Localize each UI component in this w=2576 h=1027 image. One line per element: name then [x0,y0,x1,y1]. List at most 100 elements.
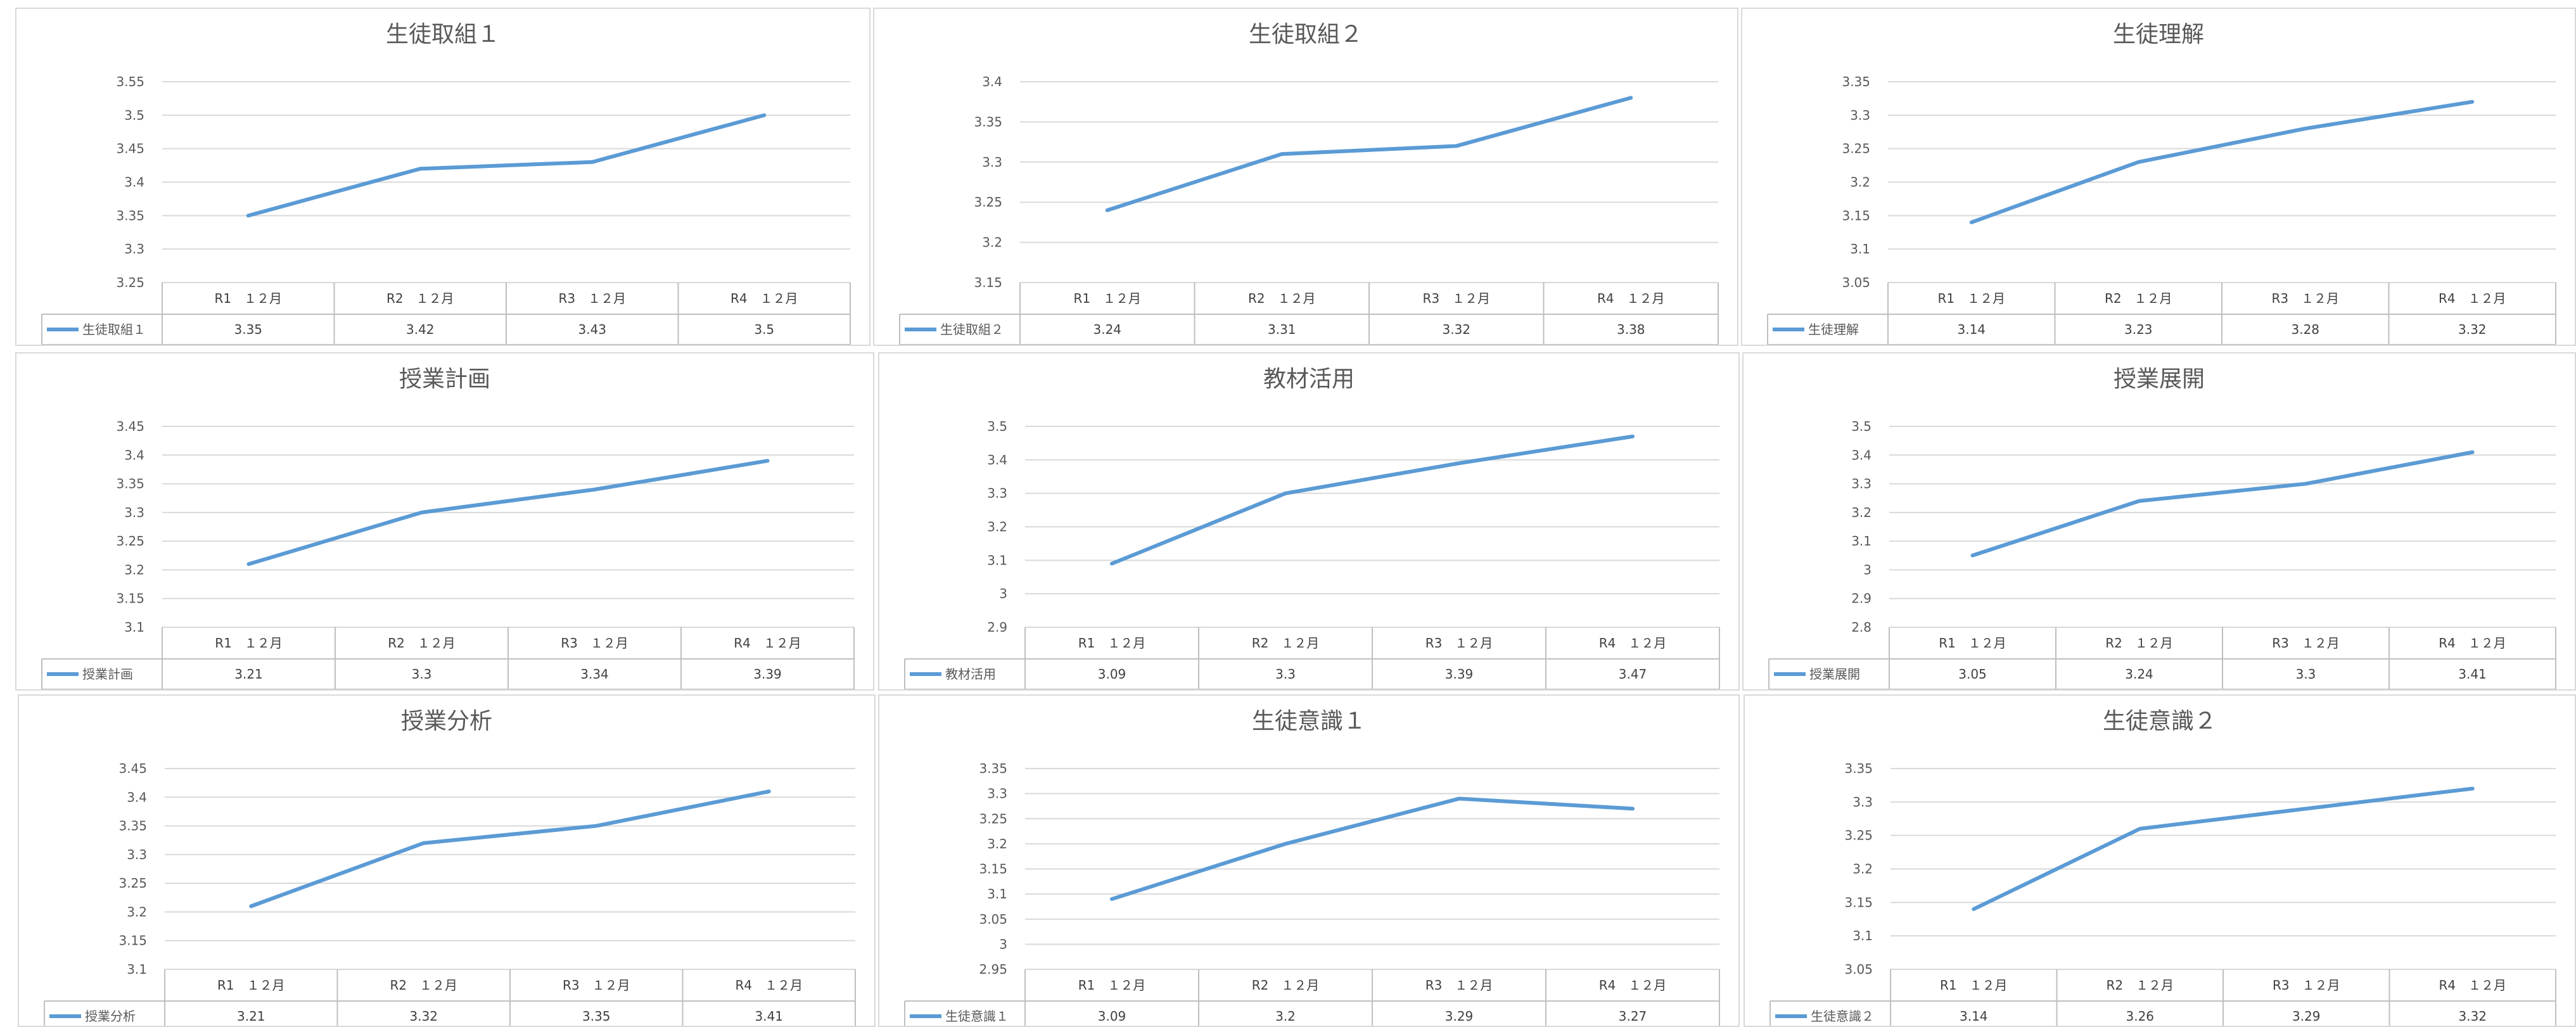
x-category-label: R4 １２月 [1599,978,1667,993]
series-line [246,459,770,566]
y-tick-label: 3.35 [979,761,1007,776]
x-category-label: R3 １２月 [563,978,630,993]
chart-title: 生徒取組２ [1249,22,1363,48]
x-category-label: R1 １２月 [1937,291,2005,306]
legend-series-name: 授業計画 [82,667,133,682]
data-table-value: 3.29 [2292,1009,2321,1024]
data-table-value: 3.42 [406,322,435,337]
y-tick-label: 3.1 [1852,928,1873,943]
data-table-value: 3.3 [412,667,432,682]
y-tick-label: 3.3 [982,155,1002,170]
chart-svg: 生徒取組１ 3.25 3.3 3.35 3.4 3.45 3.5 3.55 R1 １２月 3.35… [41,22,851,345]
y-tick-label: 3 [999,586,1007,601]
chart-title: 生徒取組１ [386,22,500,48]
y-tick-label: 3.4 [1851,447,1871,462]
data-table-value: 3.3 [1275,667,1296,682]
y-tick-label: 3.1 [124,620,144,635]
y-tick-label: 3.2 [127,904,147,919]
x-category-label: R2 １２月 [386,291,454,306]
data-table-grid [904,969,1720,1026]
chart-title: 授業計画 [399,366,490,392]
x-category-label: R4 １２月 [735,978,803,993]
y-tick-label: 3.2 [982,235,1002,250]
data-table-value: 3.2 [1275,1009,1296,1024]
x-category-label: R1 １２月 [1940,978,2008,993]
x-category-label: R1 １２月 [217,978,285,993]
y-tick-label: 3.2 [987,520,1007,535]
data-table-value: 3.43 [578,322,606,337]
chart-panel: 教材活用 2.9 3 3.1 3.2 3.3 3.4 3.5 R1 １２月 3.09 R2 １２月 3… [878,352,1740,691]
x-category-label: R1 １２月 [214,291,282,306]
data-table-value: 3.38 [1617,322,1645,337]
y-tick-label: 3.35 [118,819,147,834]
y-tick-label: 3.3 [127,847,147,862]
chart-title: 授業分析 [401,708,492,734]
y-tick-label: 3.35 [1842,74,1870,89]
x-category-label: R2 １２月 [388,635,456,651]
y-tick-label: 3 [999,936,1007,952]
x-category-label: R3 １２月 [1422,291,1490,306]
x-category-label: R3 １２月 [2271,291,2339,306]
x-category-label: R2 １２月 [2106,978,2174,993]
data-table-value: 3.24 [2125,667,2153,682]
legend-series-name: 生徒意識１ [945,1009,1009,1024]
y-tick-label: 3.3 [987,786,1007,801]
chart-title: 生徒理解 [2113,22,2204,48]
data-table-grid [904,627,1720,689]
data-table-value: 3.39 [1445,667,1474,682]
data-table-value: 3.34 [580,667,609,682]
y-tick-label: 3.25 [974,195,1002,210]
chart-svg: 生徒取組２ 3.15 3.2 3.25 3.3 3.35 3.4 R1 １２月 3.24 R2 １… [899,22,1719,345]
y-tick-label: 3.3 [1851,476,1871,492]
y-tick-label: 3.05 [1844,962,1873,977]
chart-svg: 生徒意識１ 2.95 3 3.05 3.1 3.15 3.2 3.25 3.3 3.35 R1 １２… [904,708,1720,1026]
data-table-value: 3.31 [1268,322,1296,337]
x-category-label: R3 １２月 [1425,635,1493,651]
y-tick-label: 3.3 [124,241,144,257]
y-tick-label: 3.2 [124,562,144,577]
y-tick-label: 3.15 [974,275,1002,290]
series-line [1969,99,2475,224]
x-category-label: R4 １２月 [734,635,801,651]
series-line [1110,434,1635,566]
chart-svg: 授業計画 3.1 3.15 3.2 3.25 3.3 3.35 3.4 3.45 R1 １２月 3.… [41,366,855,689]
data-table-value: 3.26 [2126,1009,2154,1024]
legend-series-name: 授業展開 [1809,667,1860,682]
y-tick-label: 3.1 [1850,241,1870,257]
chart-svg: 教材活用 2.9 3 3.1 3.2 3.3 3.4 3.5 R1 １２月 3.09 R2 １２月 3… [904,366,1720,689]
data-table-value: 3.05 [1958,667,1987,682]
chart-panel: 授業分析 3.1 3.15 3.2 3.25 3.3 3.35 3.4 3.45 R1 １２月 3.… [18,694,876,1027]
series-line [1105,96,1633,212]
series-line [1110,796,1635,902]
x-category-label: R1 １２月 [1939,635,2006,651]
y-tick-label: 3.1 [127,962,147,977]
legend-series-name: 生徒取組２ [940,322,1004,337]
chart-svg: 授業展開 2.8 2.9 3 3.1 3.2 3.3 3.4 3.5 R1 １２月 3.05 R2 １… [1768,366,2556,689]
data-table-value: 3.09 [1098,1009,1126,1024]
y-tick-label: 3.25 [1844,828,1873,843]
x-category-label: R2 １２月 [2105,291,2172,306]
x-category-label: R3 １２月 [2273,978,2340,993]
chart-svg: 生徒意識２ 3.05 3.1 3.15 3.2 3.25 3.3 3.35 R1 １２月 3.14… [1769,708,2556,1026]
y-tick-label: 3.25 [116,533,144,549]
data-table-value: 3.39 [753,667,782,682]
y-tick-label: 3 [1863,562,1871,577]
y-tick-label: 3.1 [987,552,1007,568]
x-category-label: R3 １２月 [558,291,626,306]
y-tick-label: 3.35 [1844,761,1873,776]
y-tick-label: 3.4 [127,789,147,805]
y-tick-label: 3.4 [124,447,144,462]
data-table-value: 3.29 [1445,1009,1474,1024]
x-category-label: R4 １２月 [2439,635,2506,651]
y-tick-label: 3.45 [118,761,147,776]
data-table-value: 3.41 [755,1009,783,1024]
y-tick-label: 3.3 [124,505,144,520]
x-category-label: R2 １２月 [2105,635,2173,651]
y-tick-label: 3.25 [116,275,144,290]
data-table-value: 3.5 [754,322,774,337]
y-tick-label: 3.4 [982,74,1002,89]
y-tick-label: 3.15 [979,862,1007,877]
data-table-value: 3.23 [2124,322,2153,337]
x-category-label: R1 １２月 [1078,978,1146,993]
chart-panel: 授業展開 2.8 2.9 3 3.1 3.2 3.3 3.4 3.5 R1 １２月 3.05 R2 １… [1742,352,2576,691]
